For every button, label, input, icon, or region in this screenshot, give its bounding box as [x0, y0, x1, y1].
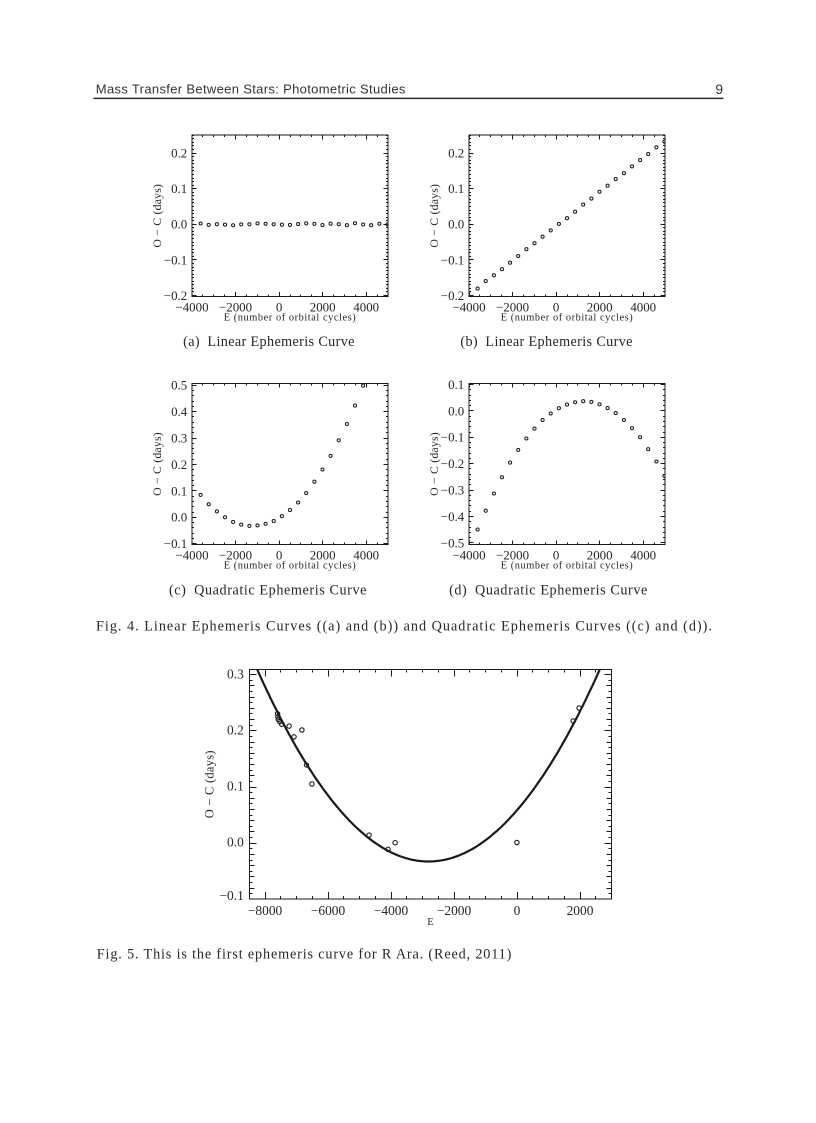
svg-text:Mass Transfer Between Stars: P: Mass Transfer Between Stars: Photometric… — [96, 82, 406, 97]
svg-text:−0.4: −0.4 — [441, 510, 465, 524]
svg-text:E: E — [427, 917, 433, 928]
svg-text:0.2: 0.2 — [448, 146, 464, 160]
svg-text:2000: 2000 — [310, 300, 336, 314]
svg-text:0.4: 0.4 — [171, 405, 188, 419]
svg-text:0.3: 0.3 — [227, 666, 244, 681]
svg-text:−0.2: −0.2 — [164, 289, 187, 303]
svg-text:0.2: 0.2 — [171, 146, 187, 160]
svg-text:0.0: 0.0 — [171, 218, 187, 232]
svg-text:−2000: −2000 — [496, 549, 529, 563]
svg-text:0.1: 0.1 — [448, 378, 464, 392]
svg-text:−0.1: −0.1 — [220, 888, 244, 903]
svg-text:2000: 2000 — [587, 300, 613, 314]
svg-text:E (number of orbital cycles): E (number of orbital cycles) — [224, 561, 357, 572]
svg-text:−0.1: −0.1 — [441, 431, 464, 445]
svg-text:E (number of orbital cycles): E (number of orbital cycles) — [501, 312, 634, 323]
svg-text:−0.1: −0.1 — [164, 537, 187, 551]
svg-text:−2000: −2000 — [219, 300, 252, 314]
svg-text:4000: 4000 — [630, 300, 656, 314]
svg-text:0: 0 — [553, 300, 559, 314]
svg-text:−0.5: −0.5 — [441, 536, 464, 550]
svg-text:0: 0 — [276, 549, 282, 563]
svg-text:(a) Linear Ephemeris Curve: (a) Linear Ephemeris Curve — [183, 334, 355, 350]
svg-text:O − C (days): O − C (days) — [427, 184, 441, 248]
svg-text:9: 9 — [715, 82, 723, 97]
svg-text:−4000: −4000 — [175, 549, 208, 563]
svg-text:0.2: 0.2 — [227, 722, 244, 737]
svg-text:(b) Linear Ephemeris Curve: (b) Linear Ephemeris Curve — [460, 334, 632, 350]
svg-text:0.0: 0.0 — [227, 835, 244, 850]
svg-text:O − C (days): O − C (days) — [203, 750, 217, 818]
svg-text:0.1: 0.1 — [171, 484, 187, 498]
svg-text:0: 0 — [553, 549, 559, 563]
svg-text:−4000: −4000 — [374, 903, 409, 918]
svg-text:2000: 2000 — [567, 903, 594, 918]
svg-text:−0.2: −0.2 — [441, 457, 464, 471]
svg-text:E (number of orbital cycles): E (number of orbital cycles) — [501, 561, 634, 572]
svg-text:Fig. 4. Linear Ephemeris Curve: Fig. 4. Linear Ephemeris Curves ((a) and… — [96, 619, 713, 635]
svg-text:O − C (days): O − C (days) — [150, 184, 164, 248]
svg-text:0.0: 0.0 — [448, 218, 464, 232]
svg-text:4000: 4000 — [353, 549, 379, 563]
svg-text:0.0: 0.0 — [171, 511, 187, 525]
svg-text:4000: 4000 — [353, 300, 379, 314]
svg-text:0: 0 — [514, 903, 521, 918]
svg-text:0.1: 0.1 — [171, 182, 187, 196]
svg-text:−0.3: −0.3 — [441, 483, 464, 497]
svg-text:−4000: −4000 — [452, 300, 485, 314]
svg-text:(c) Quadratic Ephemeris Curve: (c) Quadratic Ephemeris Curve — [169, 582, 367, 598]
svg-text:−8000: −8000 — [248, 903, 283, 918]
svg-text:0: 0 — [276, 300, 282, 314]
svg-text:(d) Quadratic Ephemeris Curve: (d) Quadratic Ephemeris Curve — [449, 582, 648, 598]
svg-text:−6000: −6000 — [311, 903, 346, 918]
svg-text:2000: 2000 — [587, 549, 613, 563]
svg-text:0.1: 0.1 — [448, 182, 464, 196]
svg-text:−0.2: −0.2 — [441, 289, 464, 303]
svg-text:−0.1: −0.1 — [164, 253, 187, 267]
svg-text:−2000: −2000 — [496, 300, 529, 314]
svg-text:0.3: 0.3 — [171, 431, 187, 445]
svg-text:−4000: −4000 — [452, 549, 485, 563]
svg-text:−2000: −2000 — [437, 903, 472, 918]
svg-text:4000: 4000 — [630, 549, 656, 563]
svg-text:0.2: 0.2 — [171, 458, 187, 472]
svg-text:2000: 2000 — [310, 549, 336, 563]
svg-text:0.1: 0.1 — [227, 779, 244, 794]
svg-text:E (number of orbital cycles): E (number of orbital cycles) — [224, 312, 357, 323]
svg-text:−2000: −2000 — [219, 549, 252, 563]
svg-text:Fig. 5. This is the first ephe: Fig. 5. This is the first ephemeris curv… — [97, 947, 512, 963]
svg-text:0.0: 0.0 — [448, 404, 464, 418]
svg-text:O − C (days): O − C (days) — [150, 432, 164, 496]
svg-text:0.5: 0.5 — [171, 379, 187, 393]
svg-text:O − C (days): O − C (days) — [427, 432, 441, 496]
svg-text:−4000: −4000 — [175, 300, 208, 314]
svg-text:−0.1: −0.1 — [441, 253, 464, 267]
